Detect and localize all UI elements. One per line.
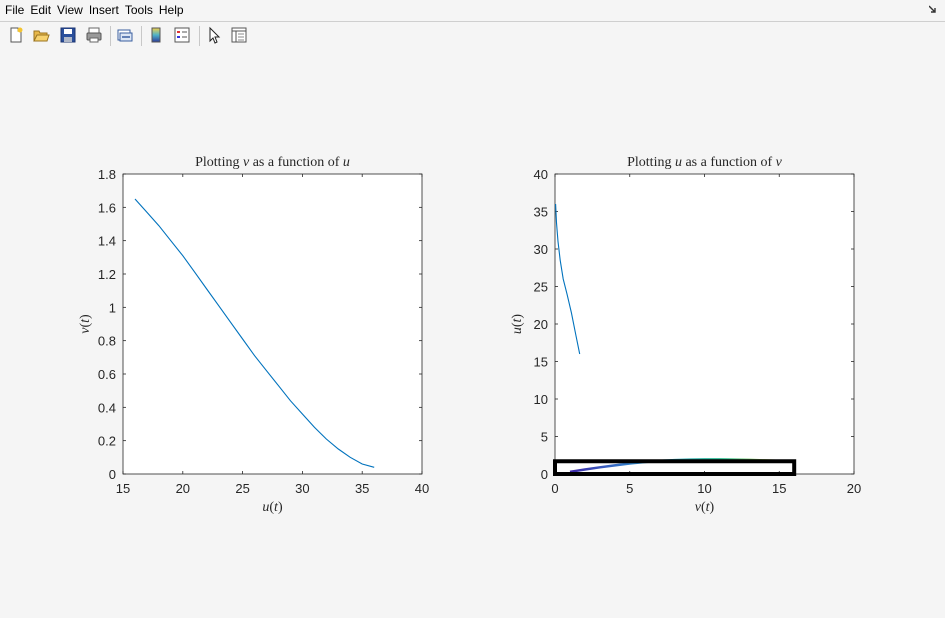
dock-arrow-icon[interactable]: [929, 5, 937, 13]
plot-title-part: u: [343, 155, 350, 170]
y-axis-label: u(t): [510, 314, 525, 335]
menu-insert[interactable]: Insert: [88, 3, 119, 17]
x-axis-label-part: u: [262, 500, 269, 515]
y-axis-label: v(t): [78, 314, 93, 334]
y-axis-label-part: (: [78, 323, 93, 328]
x-tick-label: 15: [772, 481, 786, 496]
menu-help[interactable]: Help: [158, 3, 184, 17]
x-tick-label: 10: [697, 481, 711, 496]
property-editor-icon[interactable]: [230, 26, 248, 44]
y-tick-label: 1.8: [98, 167, 116, 182]
insert-colorbar-icon[interactable]: [147, 26, 165, 44]
y-tick-label: 5: [541, 430, 548, 445]
toolbar-separator: [199, 26, 200, 46]
y-tick-label: 1: [109, 300, 116, 315]
y-tick-label: 30: [534, 242, 548, 257]
y-tick-label: 0: [541, 467, 548, 482]
y-tick-label: 0: [109, 467, 116, 482]
series-line-1: [134, 198, 375, 468]
figure-canvas: 15 20 25 30 35 40 0 0.2 0.4 0.6 0.8 1 1.2 1.4 1.6 1.8 Pl…: [0, 49, 945, 618]
y-tick-label: 0.2: [98, 434, 116, 449]
x-axis-label: u(t): [262, 500, 283, 515]
y-axis-label-part: t: [78, 318, 93, 323]
x-tick-label: 0: [551, 481, 558, 496]
axes-1: [122, 173, 423, 475]
y-axis-label-part: u: [510, 327, 525, 334]
y-tick-label: 15: [534, 355, 548, 370]
y-tick-label: 1.4: [98, 234, 116, 249]
x-axis-label: v(t): [695, 500, 715, 515]
x-tick-label: 20: [176, 481, 190, 496]
y-axis-label-part: (: [510, 322, 525, 327]
menu-bar: File Edit View Insert Tools Help: [0, 0, 945, 20]
y-tick-label: 0.6: [98, 367, 116, 382]
x-tick-label: 35: [355, 481, 369, 496]
plot-title-part: v: [243, 155, 250, 170]
menu-file[interactable]: File: [5, 3, 25, 17]
x-axis-label-part: t: [274, 500, 279, 515]
y-tick-label: 1.6: [98, 200, 116, 215]
x-axis-label-part: ): [710, 500, 715, 515]
save-icon[interactable]: [59, 26, 77, 44]
menu-edit[interactable]: Edit: [30, 3, 52, 17]
plot-title-part: u: [675, 155, 682, 170]
y-tick-label: 25: [534, 280, 548, 295]
x-axis-label-part: (: [701, 500, 706, 515]
x-axis-label-part: ): [278, 500, 283, 515]
y-tick-label: 40: [534, 167, 548, 182]
y-tick-label: 35: [534, 205, 548, 220]
plot-title-part: as a function of: [682, 155, 776, 170]
series-line-1: [555, 203, 581, 355]
plot-title: Plotting u as a function of v: [627, 155, 783, 170]
x-tick-label: 15: [116, 481, 130, 496]
rectangle-annotation: [553, 459, 797, 476]
plot-title-part: as a function of: [249, 155, 343, 170]
y-tick-label: 10: [534, 392, 548, 407]
x-tick-label: 40: [415, 481, 429, 496]
y-tick-label: 1.2: [98, 267, 116, 282]
y-tick-label: 0.4: [98, 400, 116, 415]
x-axis-label-part: t: [706, 500, 711, 515]
open-file-icon[interactable]: [32, 26, 50, 44]
new-figure-icon[interactable]: [7, 26, 25, 44]
x-axis-label-part: (: [269, 500, 274, 515]
plot-title-part: Plotting: [195, 155, 243, 170]
x-tick-label: 20: [847, 481, 861, 496]
toolbar-separator: [110, 26, 111, 46]
pointer-icon[interactable]: [205, 26, 223, 44]
axes-2: [554, 173, 855, 475]
insert-legend-icon[interactable]: [173, 26, 191, 44]
menu-tools[interactable]: Tools: [124, 3, 153, 17]
plot-title-part: v: [776, 155, 783, 170]
menu-view[interactable]: View: [57, 3, 83, 17]
link-plot-icon[interactable]: [116, 26, 134, 44]
y-axis-label-part: v: [78, 327, 93, 334]
y-tick-label: 0.8: [98, 334, 116, 349]
figure-toolbar: [0, 21, 945, 50]
y-tick-label: 20: [534, 317, 548, 332]
y-axis-label-part: ): [510, 314, 525, 319]
y-axis-label-part: t: [510, 317, 525, 322]
plots-svg: 15 20 25 30 35 40 0 0.2 0.4 0.6 0.8 1 1.2 1.4 1.6 1.8 Pl…: [78, 155, 861, 515]
print-icon[interactable]: [85, 26, 103, 44]
x-tick-label: 30: [295, 481, 309, 496]
x-tick-label: 25: [235, 481, 249, 496]
x-tick-label: 5: [626, 481, 633, 496]
plot-title: Plotting v as a function of u: [195, 155, 350, 170]
y-axis-label-part: ): [78, 314, 93, 319]
toolbar-separator: [141, 26, 142, 46]
plot-title-part: Plotting: [627, 155, 675, 170]
x-axis-label-part: v: [695, 500, 702, 515]
